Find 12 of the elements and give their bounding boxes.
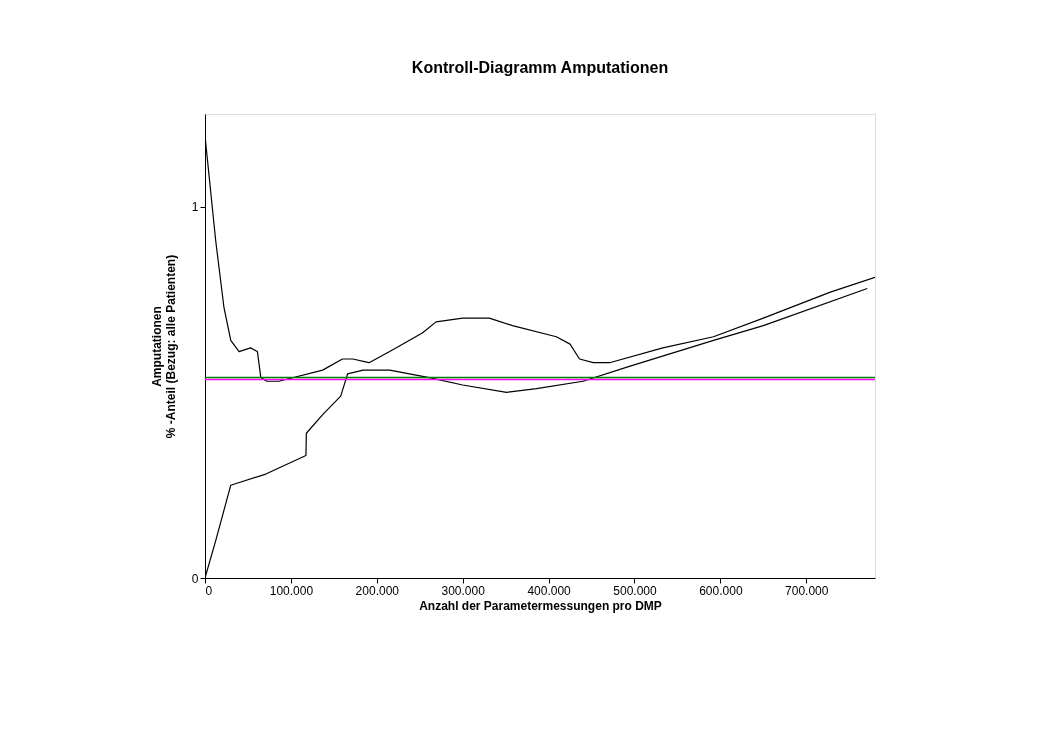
y-tick-label: 1 <box>191 200 199 215</box>
x-tick-label: 100.000 <box>269 583 314 598</box>
chart-title: Kontroll-Diagramm Amputationen <box>411 59 669 76</box>
x-tick-label: 200.000 <box>355 583 400 598</box>
x-tick-label: 300.000 <box>441 583 486 598</box>
x-tick-label: 600.000 <box>699 583 743 598</box>
y-axis-title: Amputationen % -Anteil (Bezug: alle Patienten) <box>149 254 178 439</box>
x-axis-title: Anzahl der Parametermessungen pro DMP <box>419 598 662 613</box>
x-tick-label: 700.000 <box>785 583 829 598</box>
x-tick-label: 400.000 <box>527 583 572 598</box>
x-tick-label: 0 <box>205 583 213 598</box>
x-tick-label: 500.000 <box>613 583 657 598</box>
